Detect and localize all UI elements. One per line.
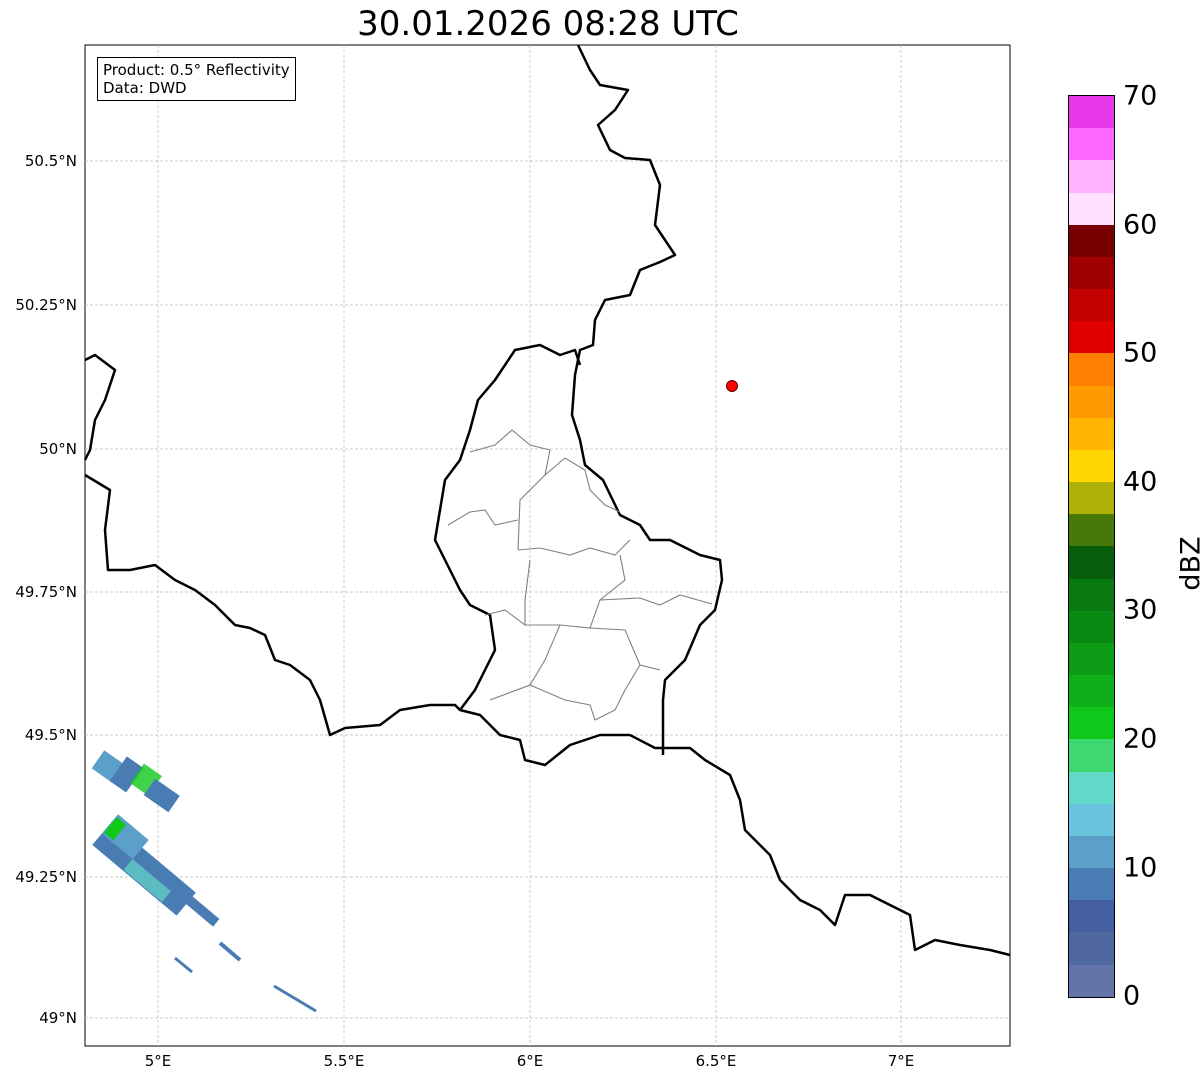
lat-label: 49.75°N bbox=[15, 583, 77, 601]
radar-echoes bbox=[91, 750, 317, 1013]
lat-label: 50.5°N bbox=[24, 152, 77, 170]
colorbar-segment bbox=[1069, 482, 1114, 515]
lon-label: 5°E bbox=[144, 1052, 172, 1070]
colorbar-segment bbox=[1069, 192, 1114, 225]
country-borders bbox=[83, 44, 1011, 957]
colorbar-tick: 40 bbox=[1123, 466, 1158, 498]
colorbar-segment bbox=[1069, 353, 1114, 386]
colorbar-segment bbox=[1069, 128, 1114, 161]
colorbar-segment bbox=[1069, 642, 1114, 676]
colorbar-segment bbox=[1069, 256, 1114, 290]
lat-label: 50°N bbox=[39, 440, 77, 458]
colorbar-segment bbox=[1069, 739, 1114, 772]
colorbar-segment bbox=[1069, 289, 1114, 322]
lat-label: 49.5°N bbox=[24, 726, 77, 744]
colorbar-segment bbox=[1069, 514, 1114, 547]
info-box: Product: 0.5° Reflectivity Data: DWD bbox=[97, 57, 296, 101]
colorbar-segment bbox=[1069, 578, 1114, 611]
colorbar-segment bbox=[1069, 417, 1114, 450]
colorbar-segment bbox=[1069, 449, 1114, 483]
colorbar-segment bbox=[1069, 675, 1114, 708]
colorbar bbox=[1068, 95, 1115, 998]
colorbar-segment bbox=[1069, 224, 1114, 257]
colorbar-tick: 30 bbox=[1123, 594, 1158, 626]
colorbar-segment bbox=[1069, 96, 1114, 129]
radar-site-marker bbox=[726, 380, 738, 392]
colorbar-segment bbox=[1069, 707, 1114, 740]
colorbar-tick: 10 bbox=[1123, 852, 1158, 884]
map-title: 30.01.2026 08:28 UTC bbox=[357, 4, 739, 44]
colorbar-tick: 50 bbox=[1123, 337, 1158, 369]
colorbar-segment bbox=[1069, 835, 1114, 869]
colorbar-segment bbox=[1069, 868, 1114, 901]
lon-label: 5.5°E bbox=[323, 1052, 365, 1070]
gridlines bbox=[85, 45, 1010, 1046]
product-label: Product: 0.5° Reflectivity bbox=[103, 61, 290, 79]
data-source-label: Data: DWD bbox=[103, 79, 187, 97]
colorbar-segment bbox=[1069, 900, 1114, 933]
lat-label: 49°N bbox=[39, 1009, 77, 1027]
lon-label: 7°E bbox=[887, 1052, 915, 1070]
colorbar-unit-label: dBZ bbox=[1175, 536, 1202, 591]
colorbar-tick: 0 bbox=[1123, 980, 1141, 1012]
colorbar-segment bbox=[1069, 160, 1114, 193]
canton-borders bbox=[447, 429, 713, 721]
colorbar-segment bbox=[1069, 964, 1114, 997]
colorbar-segment bbox=[1069, 803, 1114, 836]
colorbar-segment bbox=[1069, 932, 1114, 965]
colorbar-segment bbox=[1069, 546, 1114, 579]
colorbar-segment bbox=[1069, 321, 1114, 354]
lon-label: 6.5°E bbox=[695, 1052, 737, 1070]
lat-label: 50.25°N bbox=[15, 296, 77, 314]
colorbar-segment bbox=[1069, 385, 1114, 418]
lat-label: 49.25°N bbox=[15, 868, 77, 886]
colorbar-segment bbox=[1069, 610, 1114, 643]
lon-label: 6°E bbox=[516, 1052, 544, 1070]
colorbar-tick: 70 bbox=[1123, 80, 1158, 112]
colorbar-tick: 20 bbox=[1123, 723, 1158, 755]
colorbar-segment bbox=[1069, 771, 1114, 804]
colorbar-tick: 60 bbox=[1123, 209, 1158, 241]
